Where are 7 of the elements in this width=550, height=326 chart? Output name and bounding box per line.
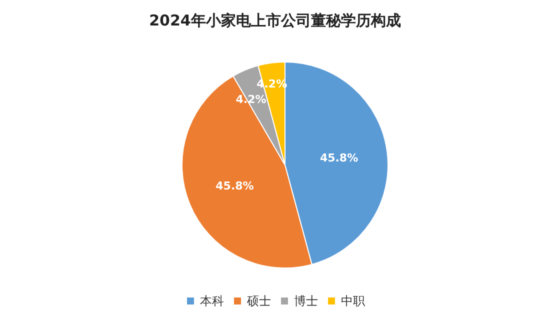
chart-title: 2024年小家电上市公司董秘学历构成 [149, 12, 401, 30]
data-label: 45.8% [320, 151, 358, 164]
data-label: 45.8% [216, 180, 254, 193]
legend-label: 中职 [341, 294, 365, 308]
legend-label: 硕士 [246, 294, 271, 308]
legend-label: 博士 [294, 294, 318, 308]
legend-label: 本科 [200, 294, 224, 308]
